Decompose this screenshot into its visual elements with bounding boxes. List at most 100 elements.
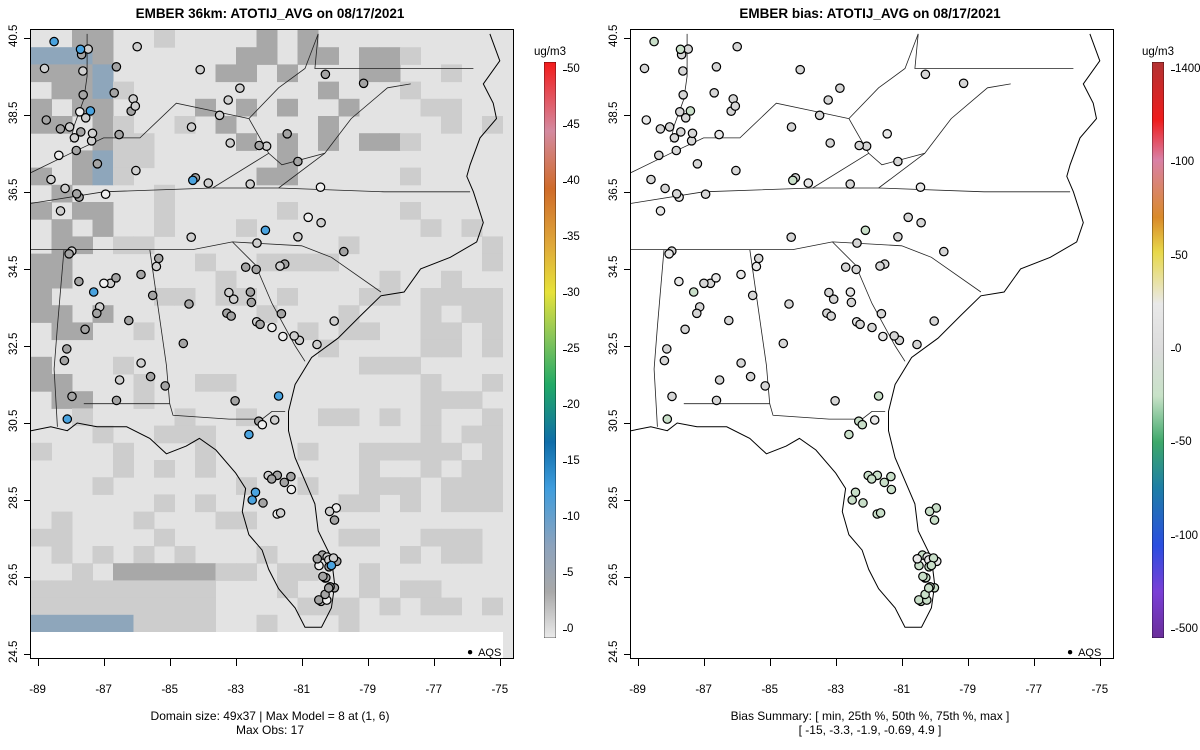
bias-site-marker — [671, 189, 682, 199]
bias-x-tick-label: -83 — [827, 684, 844, 696]
model-grid-cell — [400, 47, 421, 65]
model-y-tick — [24, 114, 31, 116]
model-grid-cell — [379, 288, 401, 306]
model-grid-cell — [113, 597, 134, 616]
model-grid-cell — [256, 47, 278, 65]
model-grid-cell — [215, 563, 237, 581]
model-y-tick-label: 24.5 — [8, 640, 20, 664]
model-grid-cell — [51, 546, 73, 564]
model-grid-cell — [297, 597, 319, 616]
bias-y-tick — [624, 422, 631, 424]
model-grid-cell — [318, 408, 339, 427]
bias-x-tick-label: -79 — [959, 684, 977, 696]
state-boundary — [914, 33, 1074, 69]
obs-site-marker — [53, 150, 64, 161]
bias-site-marker — [854, 140, 864, 151]
obs-site-marker — [245, 287, 256, 297]
model-grid-cell — [154, 597, 175, 616]
bias-site-marker — [824, 287, 834, 298]
model-panel: EMBER 36km: ATOTIJ_AVG on 08/17/2021 AQS… — [8, 6, 580, 737]
model-grid-cell — [113, 150, 134, 169]
model-colorbar-tick — [563, 70, 567, 71]
model-grid-cell — [195, 597, 216, 616]
model-grid-cell — [195, 460, 216, 478]
obs-site-marker — [195, 64, 205, 75]
model-y-tick — [24, 422, 31, 424]
obs-site-marker — [303, 212, 313, 223]
model-grid-cell — [482, 253, 503, 272]
obs-site-marker — [80, 113, 91, 123]
bias-site-marker-green — [873, 391, 884, 401]
model-grid-cell — [133, 546, 155, 564]
model-grid-cell — [379, 442, 401, 461]
bias-site-marker — [714, 129, 724, 140]
model-colorbar-label: 35 — [567, 231, 580, 243]
obs-site-marker — [109, 87, 119, 98]
bias-x-tick — [1033, 659, 1035, 666]
state-boundary — [812, 152, 869, 189]
model-grid-cell — [461, 219, 483, 237]
bias-site-marker — [851, 264, 861, 275]
model-grid-cell — [92, 546, 114, 564]
model-grid-cell — [359, 632, 380, 650]
bias-site-marker — [711, 273, 721, 283]
model-grid-cell — [441, 339, 462, 358]
model-grid-cell — [133, 150, 155, 169]
legend-aqs-label: AQS — [1078, 647, 1101, 658]
bias-y-tick — [624, 500, 631, 502]
state-boundary — [653, 249, 665, 427]
model-grid-cell — [318, 133, 339, 151]
state-boundary — [212, 152, 269, 189]
bias-x-tick — [637, 659, 639, 666]
obs-site-marker — [60, 183, 70, 194]
state-boundary — [314, 33, 474, 69]
obs-site-marker — [324, 506, 335, 517]
model-grid-cell — [154, 632, 175, 650]
model-grid-cell — [482, 374, 503, 392]
model-grid-cell — [72, 632, 93, 650]
bias-site-marker — [938, 246, 949, 257]
bias-site-marker — [866, 474, 877, 484]
model-grid-cell — [133, 632, 155, 650]
obs-site-marker — [282, 129, 293, 139]
obs-site-marker — [255, 319, 265, 330]
bias-site-marker — [724, 315, 734, 326]
bias-y-tick-label: 24.5 — [608, 640, 620, 664]
model-grid-cell — [31, 614, 52, 633]
bias-x-tick-label: -85 — [761, 684, 778, 696]
bias-site-marker-green — [860, 225, 871, 236]
model-grid-cell — [51, 528, 73, 547]
bias-site-marker — [886, 484, 897, 495]
bias-site-marker — [700, 189, 711, 199]
bias-colorbar-tick — [1171, 70, 1175, 71]
bias-y-tick-label: 32.5 — [608, 332, 620, 355]
model-colorbar-tick — [563, 182, 567, 183]
model-grid-cell — [482, 460, 503, 478]
bias-site-marker — [731, 165, 741, 176]
bias-site-marker — [674, 276, 684, 287]
obs-site-marker — [184, 299, 194, 309]
model-grid-cell — [277, 98, 298, 117]
model-grid-cell — [195, 614, 216, 633]
state-boundary — [631, 241, 982, 293]
bias-site-marker — [711, 61, 722, 72]
model-grid-cell — [236, 219, 257, 237]
model-x-tick — [235, 659, 237, 666]
bias-site-marker — [803, 178, 814, 188]
obs-site-marker — [55, 124, 66, 134]
model-grid-cell — [441, 116, 462, 134]
model-colorbar-tick — [563, 350, 567, 351]
model-y-tick-label: 28.5 — [8, 486, 20, 510]
model-grid-cell — [92, 425, 114, 444]
obs-site-marker — [275, 261, 285, 271]
model-grid-cell — [420, 391, 442, 409]
bias-site-marker — [875, 261, 885, 271]
model-grid-cell — [482, 442, 503, 461]
model-grid-cell — [338, 305, 360, 323]
model-x-tick-label: -81 — [293, 684, 311, 696]
model-grid-cell — [441, 322, 462, 341]
bias-colorbar-tick — [1171, 443, 1175, 445]
state-boundary — [832, 241, 906, 362]
obs-site-marker — [111, 61, 122, 72]
model-grid-cell — [482, 288, 503, 306]
